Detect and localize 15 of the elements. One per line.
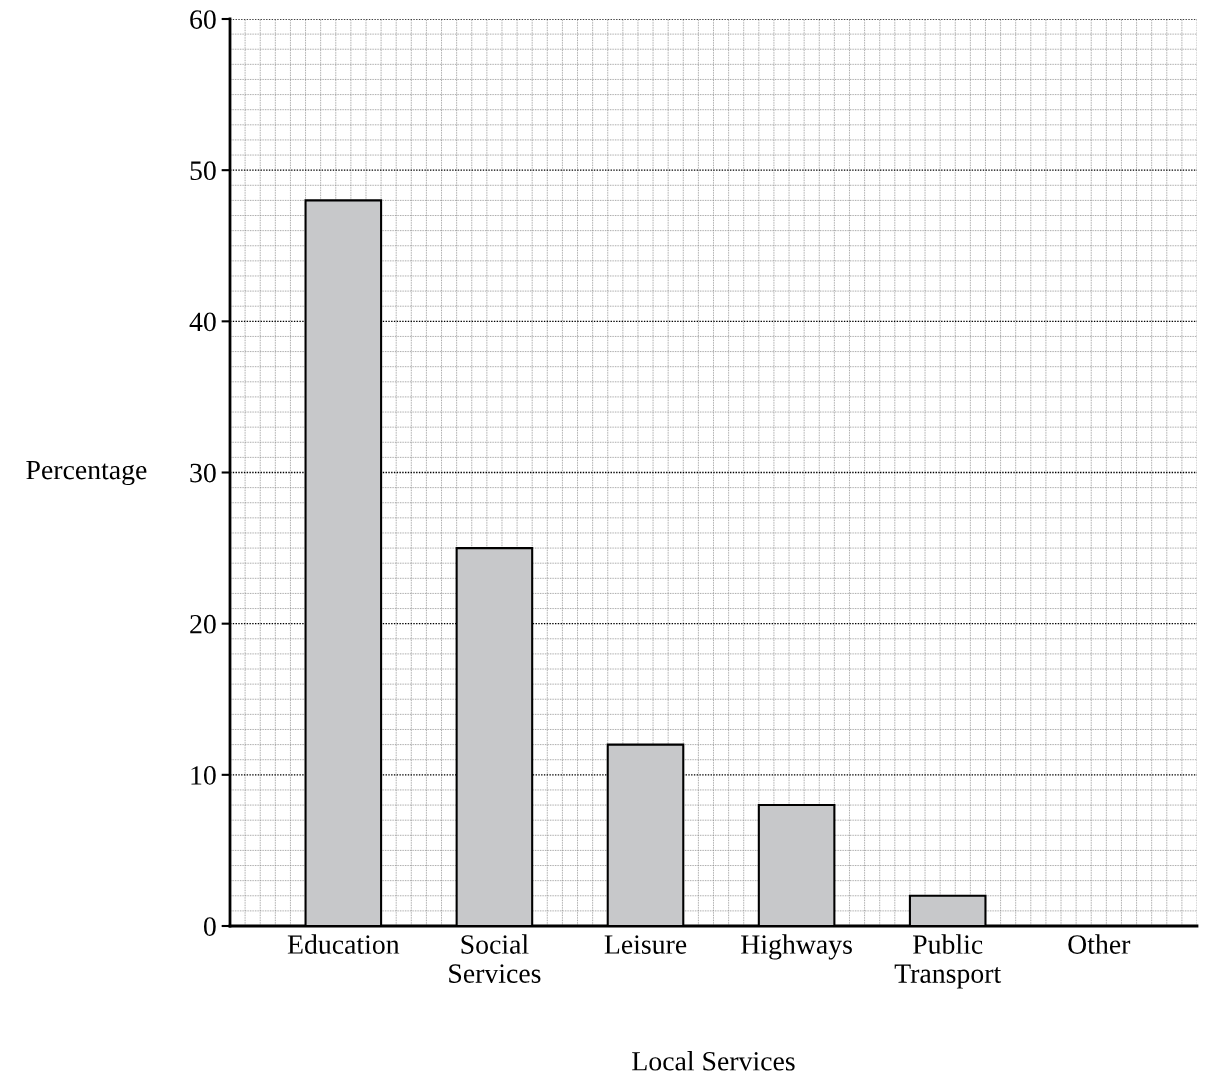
x-axis-title: Local Services: [632, 1051, 795, 1071]
x-tick-label: Highways: [741, 934, 852, 960]
y-tick-label: 30: [190, 463, 216, 483]
y-tick-label: 60: [190, 10, 216, 29]
y-tick-label: 10: [191, 766, 216, 785]
y-axis-title: Percentage: [26, 460, 147, 486]
x-tick-label: Leisure: [604, 935, 687, 954]
y-tick-label: 20: [190, 614, 216, 634]
x-tick-label: Social Services: [449, 934, 541, 983]
x-tick-label: Public Transport: [894, 934, 1002, 989]
x-tick-label: Other: [1068, 934, 1131, 954]
y-tick-label: 0: [203, 917, 216, 936]
y-tick-label: 40: [189, 312, 216, 332]
x-tick-label: Education: [287, 934, 400, 954]
y-tick-label: 50: [190, 161, 216, 181]
